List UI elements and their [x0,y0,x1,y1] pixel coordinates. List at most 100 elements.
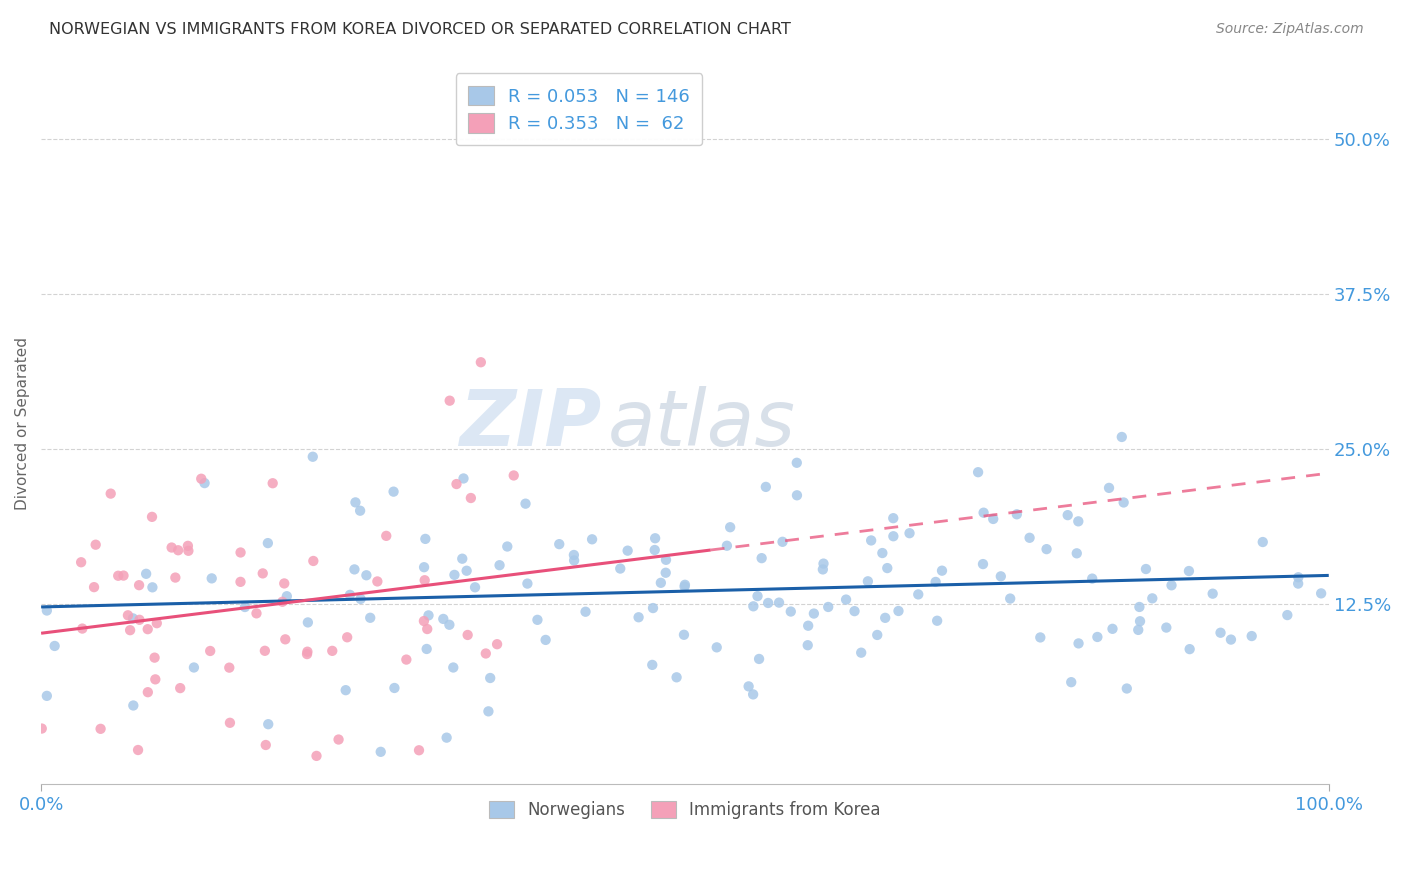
Point [562,553,585,567]
Point [412,614,434,628]
Point [229,545,252,559]
Point [418,608,440,623]
Point [413,560,436,574]
Point [756,596,779,610]
Point [616,543,638,558]
Point [1135,562,1157,576]
Point [872,546,894,560]
Point [457,628,479,642]
Point [581,533,603,547]
Point [644,531,666,545]
Point [1240,629,1263,643]
Point [35,603,58,617]
Y-axis label: Divorced or Separated: Divorced or Separated [15,337,30,510]
Point [882,511,904,525]
Point [534,632,557,647]
Point [143,673,166,687]
Point [470,355,492,369]
Point [1220,632,1243,647]
Point [755,480,778,494]
Point [395,652,418,666]
Point [803,607,825,621]
Point [302,554,325,568]
Point [415,532,437,546]
Point [673,578,696,592]
Point [90,722,112,736]
Point [665,670,688,684]
Point [128,578,150,592]
Point [526,613,548,627]
Point [120,623,142,637]
Point [768,596,790,610]
Point [907,587,929,601]
Point [252,566,274,581]
Point [1035,542,1057,557]
Point [562,548,585,562]
Point [1286,576,1309,591]
Point [416,622,439,636]
Point [375,529,398,543]
Point [998,591,1021,606]
Point [716,539,738,553]
Point [439,393,461,408]
Legend: Norwegians, Immigrants from Korea: Norwegians, Immigrants from Korea [482,794,887,826]
Point [198,644,221,658]
Point [276,589,298,603]
Point [650,575,672,590]
Point [1067,636,1090,650]
Point [328,732,350,747]
Point [737,679,759,693]
Point [1098,481,1121,495]
Point [117,608,139,623]
Point [502,468,524,483]
Point [811,562,834,576]
Point [1018,531,1040,545]
Point [70,555,93,569]
Point [128,613,150,627]
Point [1056,508,1078,523]
Point [1286,570,1309,584]
Point [516,576,538,591]
Point [1251,535,1274,549]
Point [742,687,765,701]
Point [321,644,343,658]
Point [1029,631,1052,645]
Point [1156,621,1178,635]
Point [479,671,502,685]
Point [460,491,482,505]
Point [177,543,200,558]
Point [673,580,696,594]
Point [876,561,898,575]
Point [262,476,284,491]
Point [257,717,280,731]
Point [136,622,159,636]
Point [146,616,169,631]
Point [305,748,328,763]
Point [408,743,430,757]
Point [654,566,676,580]
Point [655,553,678,567]
Point [931,564,953,578]
Point [127,743,149,757]
Point [343,562,366,576]
Point [451,551,474,566]
Point [297,615,319,630]
Point [165,571,187,585]
Point [718,520,741,534]
Point [370,745,392,759]
Point [336,630,359,644]
Point [245,607,267,621]
Point [1129,614,1152,628]
Point [644,543,666,558]
Point [1277,608,1299,623]
Point [1066,546,1088,560]
Point [31,722,53,736]
Point [301,450,323,464]
Point [882,529,904,543]
Point [898,526,921,541]
Point [44,639,66,653]
Point [797,618,820,632]
Point [1060,675,1083,690]
Point [295,647,318,661]
Point [83,580,105,594]
